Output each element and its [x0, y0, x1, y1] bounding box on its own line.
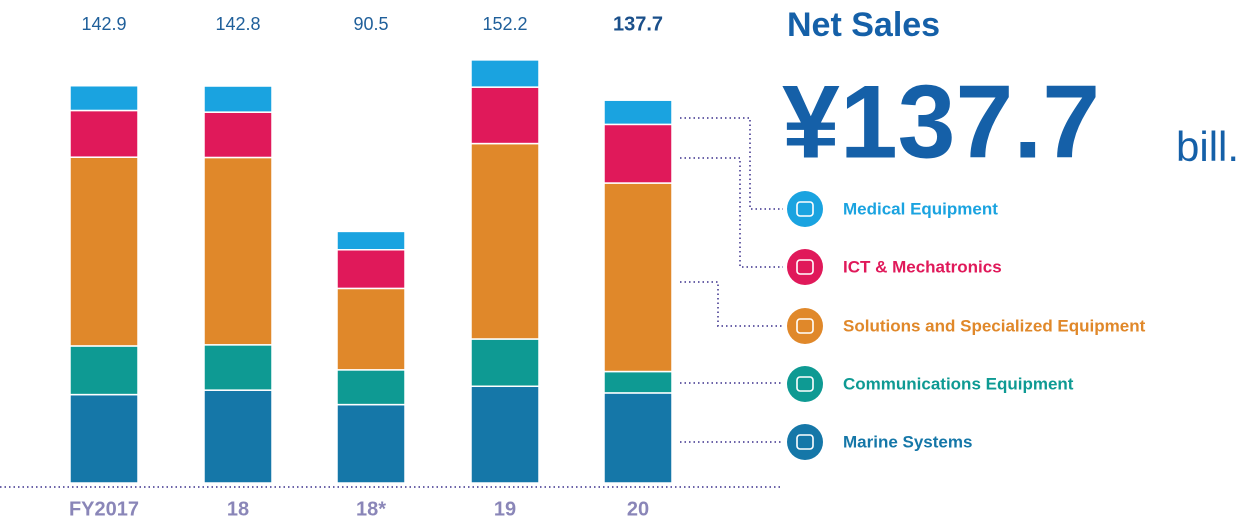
connector [680, 281, 783, 327]
x-tick-label: 18* [356, 498, 386, 520]
legend-label: Solutions and Specialized Equipment [843, 316, 1146, 335]
bar-segment [69, 84, 139, 112]
bar-segment [603, 182, 673, 373]
legend-icon [787, 249, 823, 285]
bar-segment [203, 85, 273, 113]
total-label: 142.9 [81, 14, 126, 34]
legend-icon-glyph [796, 318, 814, 334]
legend-item: Marine Systems [787, 424, 972, 460]
legend-label: ICT & Mechatronics [843, 257, 1002, 276]
legend-label: Communications Equipment [843, 374, 1074, 393]
bar-segment [603, 123, 673, 184]
bar-segment [69, 393, 139, 484]
bar-segment [470, 59, 540, 88]
total-label: 142.8 [215, 14, 260, 34]
legend-icon [787, 424, 823, 460]
bar-segment [603, 392, 673, 484]
bar-segment [203, 156, 273, 346]
bar-segment [336, 369, 406, 406]
legend-item: Medical Equipment [787, 191, 998, 227]
connector [680, 117, 783, 210]
bar-segment [336, 403, 406, 484]
total-label: 152.2 [482, 14, 527, 34]
bar-segment [203, 111, 273, 159]
total-label: 137.7 [613, 13, 663, 35]
legend-label: Medical Equipment [843, 199, 998, 218]
bar-segment [470, 142, 540, 340]
bar-segment [69, 345, 139, 396]
legend-icon-glyph [796, 259, 814, 275]
legend-icon-glyph [796, 434, 814, 450]
x-tick-label: 20 [627, 498, 649, 520]
bar-segment [336, 230, 406, 251]
bar-segment [470, 86, 540, 145]
bar-segment [336, 287, 406, 371]
legend-label: Marine Systems [843, 432, 972, 451]
legend-icon [787, 308, 823, 344]
legend-item: Communications Equipment [787, 366, 1074, 402]
connector [680, 157, 783, 268]
bar-segment [203, 344, 273, 391]
bar-segment [603, 370, 673, 394]
x-tick-label: 19 [494, 498, 516, 520]
connectors [680, 117, 783, 443]
bar-segment [69, 156, 139, 347]
bar-segment [336, 249, 406, 290]
legend-item: Solutions and Specialized Equipment [787, 308, 1146, 344]
headline-unit: bill. [1176, 123, 1239, 170]
x-tick-label: 18 [227, 498, 249, 520]
legend-item: ICT & Mechatronics [787, 249, 1002, 285]
bar-segment [603, 99, 673, 126]
legend-icon-glyph [796, 376, 814, 392]
total-label: 90.5 [353, 14, 388, 34]
bar-segment [470, 338, 540, 388]
x-tick-label: FY2017 [69, 498, 139, 520]
legend-icon [787, 366, 823, 402]
bar-segment [470, 385, 540, 484]
headline-value: ¥137.7 [782, 64, 1100, 180]
bar-segment [69, 109, 139, 158]
legend-icon-glyph [796, 201, 814, 217]
headline-label: Net Sales [787, 6, 940, 44]
legend-icon [787, 191, 823, 227]
bar-segment [203, 389, 273, 484]
